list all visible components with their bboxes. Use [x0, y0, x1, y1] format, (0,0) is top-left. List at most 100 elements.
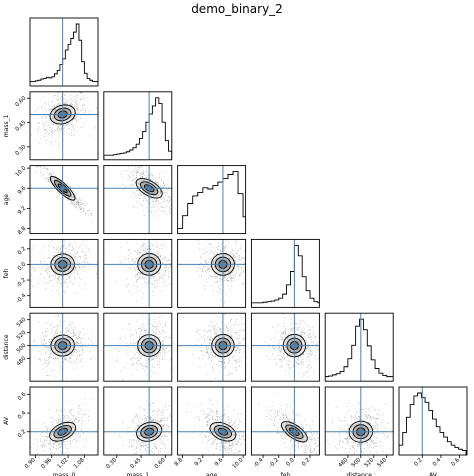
- sample-point: [153, 276, 155, 277]
- panel-frame: [250, 238, 320, 308]
- sample-point: [76, 95, 78, 97]
- sample-point: [221, 243, 222, 245]
- sample-point: [293, 365, 294, 367]
- sample-point: [170, 327, 172, 329]
- sample-point: [73, 111, 75, 113]
- sample-point: [160, 418, 162, 420]
- sample-point: [232, 252, 234, 254]
- sample-point: [160, 418, 162, 420]
- sample-point: [164, 185, 165, 187]
- sample-point: [71, 115, 72, 117]
- sample-point: [147, 174, 149, 176]
- sample-point: [149, 198, 151, 200]
- sample-point: [236, 253, 238, 255]
- sample-point: [68, 197, 69, 198]
- sample-point: [168, 202, 170, 203]
- sample-point: [323, 330, 324, 331]
- sample-point: [131, 259, 133, 261]
- sample-point: [48, 346, 50, 348]
- sample-point: [76, 337, 78, 339]
- sample-point: [41, 107, 42, 109]
- sample-point: [164, 266, 166, 268]
- sample-point: [53, 96, 55, 98]
- sample-point: [235, 262, 237, 264]
- sample-point: [57, 281, 59, 283]
- sample-point: [157, 353, 159, 355]
- sample-point: [204, 261, 206, 263]
- truth-marker: [292, 343, 297, 348]
- sample-point: [151, 252, 153, 253]
- sample-point: [225, 255, 227, 256]
- sample-point: [290, 328, 292, 330]
- sample-point: [218, 287, 220, 289]
- panel-mass_1-vs-mass_1: [103, 91, 173, 161]
- sample-point: [132, 277, 134, 279]
- sample-point: [308, 353, 310, 355]
- sample-point: [303, 322, 305, 324]
- sample-point: [232, 257, 234, 259]
- sample-point: [302, 373, 304, 375]
- sample-point: [235, 253, 237, 254]
- sample-point: [42, 441, 43, 443]
- sample-point: [36, 131, 38, 133]
- sample-point: [69, 196, 70, 198]
- sample-point: [276, 363, 277, 365]
- y-axis-label-age: age: [3, 194, 10, 205]
- sample-point: [72, 103, 73, 105]
- sample-point: [53, 357, 55, 359]
- sample-point: [228, 330, 229, 331]
- sample-point: [224, 357, 226, 358]
- sample-point: [57, 79, 58, 80]
- sample-point: [206, 348, 207, 350]
- sample-point: [137, 180, 139, 181]
- sample-point: [215, 349, 217, 351]
- sample-point: [65, 103, 67, 105]
- sample-point: [80, 279, 82, 280]
- sample-point: [73, 336, 74, 337]
- sample-point: [135, 176, 137, 178]
- sample-point: [152, 283, 154, 285]
- sample-point: [145, 248, 147, 250]
- sample-point: [234, 324, 235, 326]
- sample-point: [155, 257, 156, 258]
- sample-point: [208, 269, 209, 270]
- sample-point: [52, 124, 54, 125]
- sample-point: [232, 343, 233, 345]
- sample-point: [52, 128, 53, 130]
- sample-point: [72, 263, 74, 265]
- sample-point: [83, 108, 84, 110]
- sample-point: [61, 409, 63, 410]
- sample-point: [232, 277, 234, 279]
- sample-point: [143, 179, 145, 181]
- sample-point: [203, 351, 205, 352]
- sample-point: [227, 271, 229, 272]
- sample-point: [46, 348, 48, 350]
- sample-point: [143, 278, 145, 279]
- sample-point: [290, 329, 292, 331]
- sample-point: [287, 336, 289, 338]
- sample-point: [148, 210, 149, 212]
- sample-point: [229, 258, 231, 259]
- sample-point: [155, 373, 156, 375]
- sample-point: [238, 358, 240, 360]
- sample-point: [213, 263, 214, 264]
- sample-point: [176, 356, 177, 357]
- sample-point: [214, 326, 215, 328]
- y-axis-label-feh: feh: [3, 268, 10, 278]
- sample-point: [142, 245, 143, 247]
- sample-point: [153, 270, 154, 272]
- sample-point: [49, 120, 50, 122]
- sample-point: [73, 335, 75, 336]
- sample-point: [128, 254, 129, 256]
- sample-point: [38, 359, 40, 360]
- sample-point: [92, 332, 93, 334]
- sample-point: [235, 370, 237, 372]
- sample-point: [72, 421, 74, 423]
- sample-point: [90, 213, 92, 215]
- sample-point: [163, 424, 165, 426]
- sample-point: [159, 337, 160, 338]
- sample-point: [143, 243, 145, 245]
- sample-point: [58, 290, 60, 291]
- sample-point: [209, 354, 211, 356]
